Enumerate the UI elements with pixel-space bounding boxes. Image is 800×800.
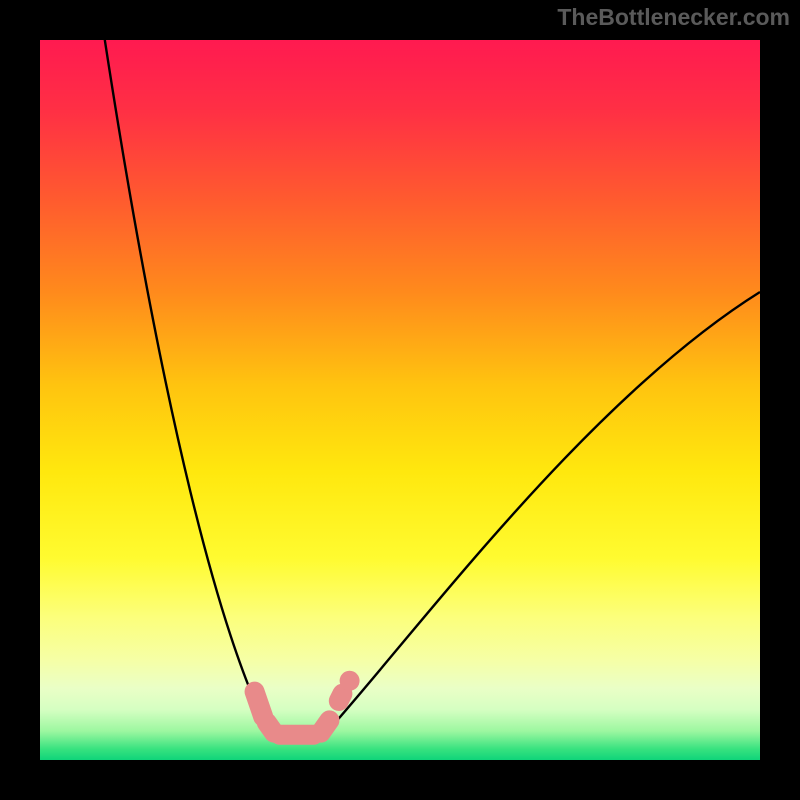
bottleneck-chart — [40, 40, 760, 760]
marker-segment — [321, 720, 330, 732]
marker-segment — [255, 692, 264, 717]
watermark-text: TheBottlenecker.com — [557, 4, 790, 31]
marker-dot — [340, 671, 360, 691]
gradient-background — [40, 40, 760, 760]
marker-segment — [339, 694, 343, 701]
